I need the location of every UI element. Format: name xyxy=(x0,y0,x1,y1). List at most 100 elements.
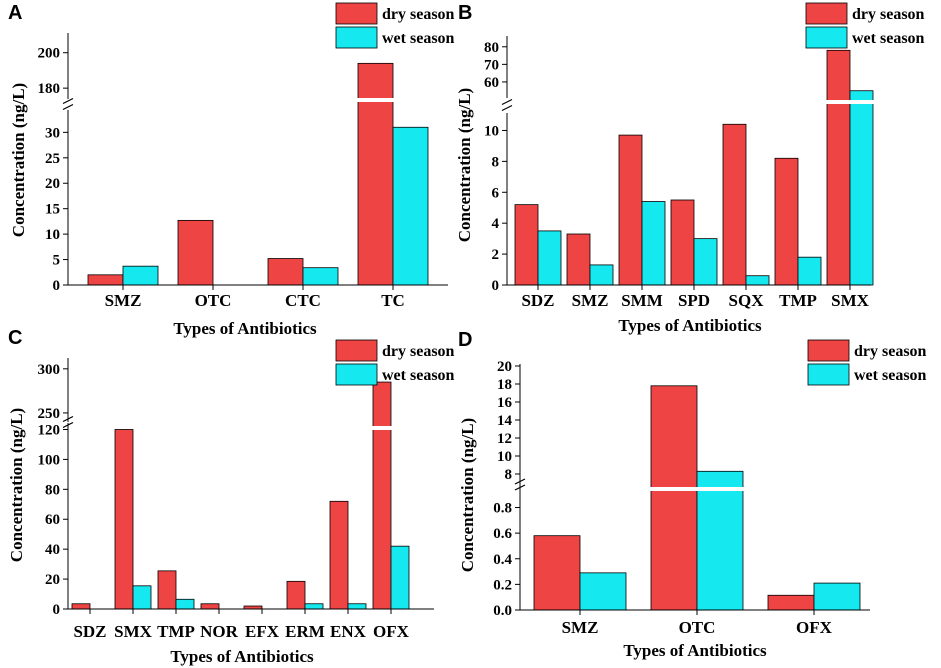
x-tick-label-smx: SMX xyxy=(114,622,153,641)
break-band xyxy=(696,487,744,491)
bar-erm-dry xyxy=(286,580,306,610)
panel-d: D 0.0 0.2 0.4 0.6 0.8 8 10 12 14 16 18 20 SMZ OTC OFX Co… xyxy=(458,329,927,660)
x-tick-label-tmp: TMP xyxy=(157,622,195,641)
x-axis-title: Types of Antibiotics xyxy=(623,641,767,660)
bar-smz-wet xyxy=(579,572,627,611)
y-tick-label: 8 xyxy=(492,154,500,170)
y-tick-label: 6 xyxy=(492,185,500,201)
x-tick-label-smz: SMZ xyxy=(572,291,609,310)
break-band xyxy=(357,98,394,102)
x-tick-label-sdz: SDZ xyxy=(521,291,554,310)
bar-ofx-wet xyxy=(813,582,861,611)
bar-smx-dry xyxy=(826,49,851,286)
bar-ofx-dry xyxy=(372,381,392,610)
panel-letter: C xyxy=(8,327,22,349)
legend-swatch-wet xyxy=(805,26,848,49)
y-tick-label: 2 xyxy=(492,247,500,263)
bar-ctc-wet xyxy=(302,267,339,286)
bar-smz-dry xyxy=(566,233,591,286)
y-tick-label: 70 xyxy=(484,57,499,73)
x-tick-label-spd: SPD xyxy=(678,291,710,310)
axis-break-mark xyxy=(62,415,74,423)
y-tick-label: 180 xyxy=(38,81,61,97)
bar-smz-wet xyxy=(122,265,159,286)
panel-letter: D xyxy=(458,329,472,351)
x-tick-label-smx: SMX xyxy=(831,291,870,310)
x-tick-label-ofx: OFX xyxy=(373,622,410,641)
x-tick-label-sdz: SDZ xyxy=(73,622,106,641)
bar-smx-wet xyxy=(849,90,874,286)
x-tick-label-erm: ERM xyxy=(285,622,325,641)
y-tick-label: 10 xyxy=(45,227,60,243)
x-tick-label-smz: SMZ xyxy=(562,618,599,637)
y-axis-title: Concentration (ng/L) xyxy=(9,83,28,237)
y-tick-label: 8 xyxy=(505,467,513,483)
x-axis-title: Types of Antibiotics xyxy=(618,316,762,335)
y-tick-label: 20 xyxy=(45,572,60,588)
legend-swatch-dry xyxy=(335,2,378,25)
legend-swatch-wet xyxy=(335,26,378,49)
bar-smm-wet xyxy=(641,201,666,286)
bar-enx-wet xyxy=(347,603,367,610)
bar-smz-dry xyxy=(87,274,124,286)
bar-tmp-wet xyxy=(175,598,195,610)
legend-label-dry: dry season xyxy=(854,343,927,360)
y-tick-label: 40 xyxy=(45,542,60,558)
x-tick-label-tc: TC xyxy=(381,291,405,310)
y-tick-label: 30 xyxy=(45,125,60,141)
legend-label-wet: wet season xyxy=(382,367,455,384)
y-tick-label: 5 xyxy=(53,253,61,269)
y-tick-label: 0.6 xyxy=(493,526,512,542)
x-axis-title: Types of Antibiotics xyxy=(170,647,314,666)
x-tick-label-ctc: CTC xyxy=(285,291,321,310)
bar-tc-wet xyxy=(392,126,429,286)
bar-otc-wet xyxy=(696,470,744,611)
legend-swatch-wet xyxy=(807,363,850,386)
break-band xyxy=(372,426,392,430)
x-tick-label-ofx: OFX xyxy=(796,618,833,637)
bar-spd-wet xyxy=(693,238,718,286)
legend-label-dry: dry season xyxy=(852,6,925,23)
bar-spd-dry xyxy=(670,199,695,286)
axis-break-mark xyxy=(62,97,74,105)
legend-label-dry: dry season xyxy=(382,343,455,360)
y-tick-label: 15 xyxy=(45,202,60,218)
panel-a: A 0 5 10 15 20 25 30 180 200 SMZ OTC CTC TC Concentrat… xyxy=(8,2,455,338)
x-tick-label-enx: ENX xyxy=(330,622,367,641)
y-tick-label: 80 xyxy=(45,482,60,498)
bar-ctc-dry xyxy=(267,258,304,286)
y-tick-label: 16 xyxy=(497,395,513,411)
y-tick-label: 200 xyxy=(38,46,61,62)
legend-swatch-wet xyxy=(335,363,378,386)
x-tick-label-tmp: TMP xyxy=(779,291,817,310)
bar-sdz-dry xyxy=(71,603,91,610)
y-tick-label: 80 xyxy=(484,40,499,56)
axis-break-mark xyxy=(62,421,74,429)
bar-ofx-dry xyxy=(767,594,815,611)
bar-smx-dry xyxy=(114,429,134,610)
legend-label-wet: wet season xyxy=(854,367,927,384)
x-tick-label-nor: NOR xyxy=(200,622,239,641)
y-tick-label: 0 xyxy=(492,278,500,294)
bar-tmp-dry xyxy=(774,157,799,286)
panel-letter: B xyxy=(458,2,472,24)
y-tick-label: 4 xyxy=(492,216,500,232)
bar-tc-dry xyxy=(357,62,394,286)
bar-sqx-dry xyxy=(722,123,747,286)
y-tick-label: 0 xyxy=(53,602,61,618)
y-tick-label: 10 xyxy=(497,449,512,465)
x-tick-label-smm: SMM xyxy=(621,291,663,310)
bar-otc-dry xyxy=(650,385,698,611)
legend-swatch-dry xyxy=(335,339,378,362)
axis-break-mark xyxy=(514,484,526,491)
x-tick-label-otc: OTC xyxy=(679,618,716,637)
y-tick-label: 0.2 xyxy=(493,577,512,593)
y-tick-label: 120 xyxy=(38,422,61,438)
y-tick-label: 25 xyxy=(45,151,60,167)
y-tick-label: 20 xyxy=(497,359,512,375)
y-tick-label: 60 xyxy=(45,512,60,528)
bar-smz-dry xyxy=(533,535,581,611)
